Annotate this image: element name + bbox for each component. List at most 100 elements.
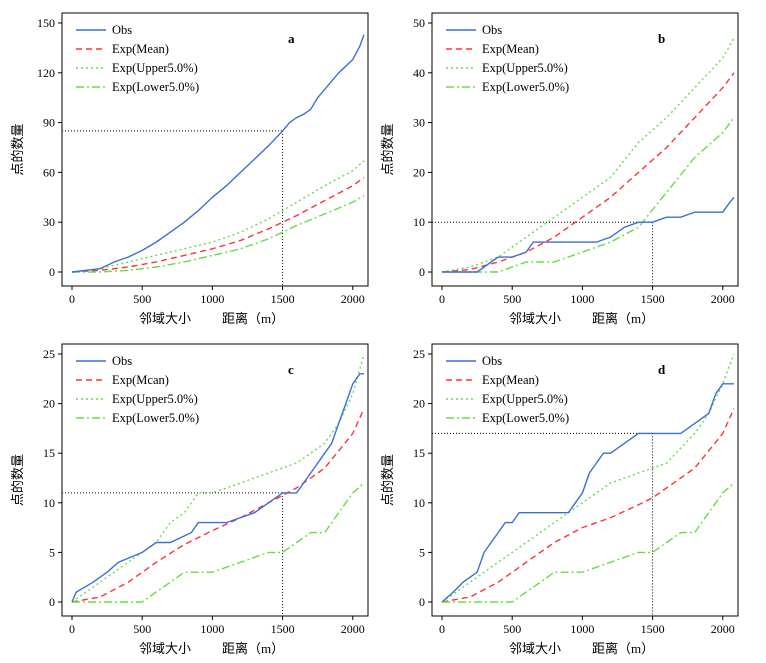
x-tick-label: 1000 (200, 292, 224, 306)
panel-letter: b (658, 31, 665, 46)
y-tick-label: 10 (413, 215, 425, 229)
x-tick-label: 1500 (641, 292, 665, 306)
x-tick-label: 500 (503, 292, 521, 306)
series-line-exp-lower5-0- (442, 117, 735, 273)
y-tick-label: 15 (413, 446, 425, 460)
plot-frame (431, 343, 739, 617)
series-line-exp-upper5-0- (71, 353, 365, 603)
y-axis-label: 点的数量 (380, 454, 395, 506)
y-axis-label: 点的数量 (380, 123, 395, 175)
x-axis-label-right: 距离（m） (222, 641, 284, 656)
y-tick-label: 20 (43, 397, 55, 411)
x-tick-label: 500 (133, 622, 151, 636)
x-tick-label: 0 (69, 622, 75, 636)
y-tick-label: 20 (413, 397, 425, 411)
series-line-exp-lower5-0- (72, 194, 365, 273)
x-tick-label: 0 (439, 622, 445, 636)
x-tick-label: 1000 (570, 292, 594, 306)
series-line-exp-mcan- (71, 408, 365, 603)
legend-label: Exp(Lower5.0%) (112, 411, 199, 425)
x-tick-label: 0 (439, 292, 445, 306)
y-axis-label: 点的数量 (10, 123, 25, 175)
series-line-obs (442, 196, 735, 273)
plot-frame (61, 12, 369, 287)
y-tick-label: 20 (413, 165, 425, 179)
y-tick-label: 0 (49, 595, 55, 609)
y-tick-label: 150 (37, 16, 55, 30)
legend-label: Exp(Mcan) (112, 373, 169, 387)
series-line-obs (71, 373, 364, 603)
legend-label: Obs (112, 354, 132, 368)
x-axis-label-right: 距离（m） (592, 641, 654, 656)
x-axis-label-left: 邻域大小 (509, 641, 561, 656)
y-tick-label: 10 (413, 496, 425, 510)
panel-letter: c (288, 362, 294, 377)
series-line-exp-upper5-0- (441, 353, 735, 603)
x-tick-label: 1500 (271, 622, 295, 636)
legend-label: Exp(Mean) (482, 373, 539, 387)
y-tick-label: 10 (43, 496, 55, 510)
legend-label: Obs (482, 23, 502, 37)
y-tick-label: 30 (43, 215, 55, 229)
y-tick-label: 5 (419, 545, 425, 559)
legend-label: Exp(Lower5.0%) (482, 80, 569, 94)
y-axis-label: 点的数量 (10, 454, 25, 506)
x-axis-label-right: 距离（m） (222, 311, 284, 326)
legend-label: Obs (112, 23, 132, 37)
x-tick-label: 1500 (641, 622, 665, 636)
y-tick-label: 25 (413, 347, 425, 361)
series-line-exp-mean- (441, 72, 735, 273)
panel-letter: a (288, 31, 295, 46)
legend-label: Exp(Lower5.0%) (112, 80, 199, 94)
legend-label: Exp(Mean) (112, 42, 169, 56)
x-axis-label-left: 邻域大小 (139, 641, 191, 656)
y-tick-label: 40 (413, 66, 425, 80)
x-axis-label-right: 距离（m） (592, 311, 654, 326)
x-tick-label: 1000 (570, 622, 594, 636)
series-line-exp-mean- (71, 176, 365, 273)
legend-label: Exp(Upper5.0%) (482, 61, 568, 75)
legend-label: Exp(Upper5.0%) (112, 61, 198, 75)
series-line-obs (441, 383, 734, 603)
x-tick-label: 2000 (341, 622, 365, 636)
x-tick-label: 500 (503, 622, 521, 636)
legend-label: Exp(Upper5.0%) (482, 392, 568, 406)
y-tick-label: 5 (49, 545, 55, 559)
panel-letter: d (658, 362, 666, 377)
plot-frame (431, 12, 739, 287)
series-line-exp-lower5-0- (72, 482, 365, 603)
y-tick-label: 25 (43, 347, 55, 361)
y-tick-label: 0 (419, 595, 425, 609)
y-tick-label: 60 (43, 165, 55, 179)
legend-label: Exp(Lower5.0%) (482, 411, 569, 425)
x-tick-label: 1000 (200, 622, 224, 636)
series-line-exp-lower5-0- (442, 482, 735, 603)
y-tick-label: 50 (413, 16, 425, 30)
x-axis-label-left: 邻域大小 (509, 311, 561, 326)
x-tick-label: 2000 (711, 292, 735, 306)
y-tick-label: 15 (43, 446, 55, 460)
y-tick-label: 0 (49, 265, 55, 279)
x-tick-label: 500 (133, 292, 151, 306)
y-tick-label: 0 (419, 265, 425, 279)
x-tick-label: 1500 (271, 292, 295, 306)
series-line-exp-mean- (441, 408, 735, 603)
plot-frame (61, 343, 369, 617)
y-tick-label: 90 (43, 116, 55, 130)
y-tick-label: 120 (37, 66, 55, 80)
legend-label: Exp(Upper5.0%) (112, 392, 198, 406)
series-line-exp-upper5-0- (441, 37, 735, 273)
x-tick-label: 0 (69, 292, 75, 306)
x-tick-label: 2000 (341, 292, 365, 306)
x-axis-label-left: 邻域大小 (139, 311, 191, 326)
y-tick-label: 30 (413, 116, 425, 130)
x-tick-label: 2000 (711, 622, 735, 636)
legend-label: Obs (482, 354, 502, 368)
legend-label: Exp(Mean) (482, 42, 539, 56)
series-line-obs (71, 34, 365, 273)
